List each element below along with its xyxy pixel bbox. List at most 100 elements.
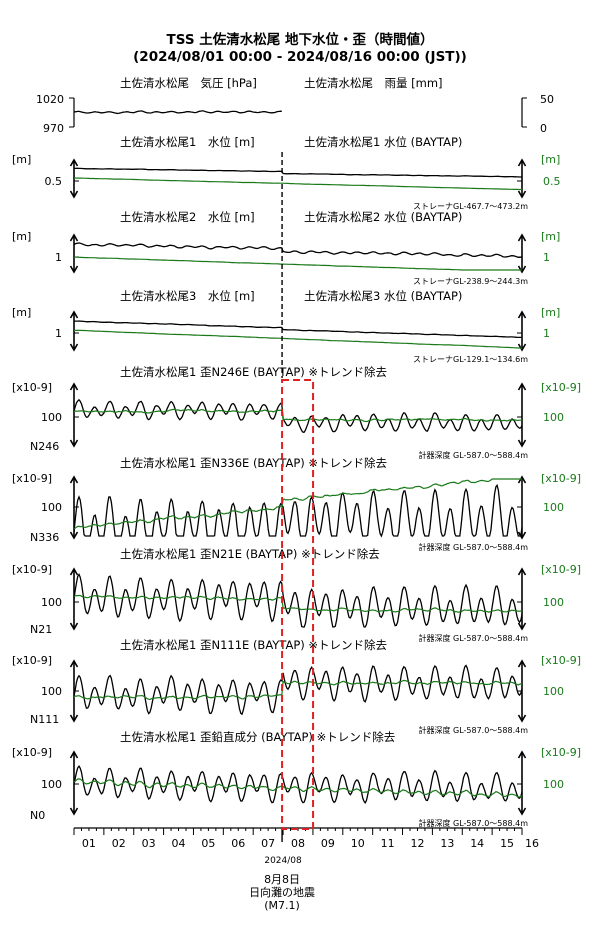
left-arrow-down — [69, 714, 79, 723]
panel-title-left: 土佐清水松尾2 水位 [m] — [120, 210, 255, 224]
panel-strain_N21E: 土佐清水松尾1 歪N21E (BAYTAP) ※トレンド除去 [x10-9] [x1… — [12, 547, 581, 643]
component-label: N246 — [30, 440, 59, 453]
left-arrow-up — [69, 233, 79, 242]
left-arrow-up — [69, 750, 79, 759]
left-unit: [x10-9] — [12, 472, 52, 485]
left-tick-label: 100 — [41, 411, 62, 424]
x-year-month-label: 2024/08 — [264, 856, 302, 866]
panel-title: 土佐清水松尾1 歪鉛直成分 (BAYTAP) ※トレンド除去 — [120, 730, 395, 744]
panel-water2: 土佐清水松尾2 水位 [m] 土佐清水松尾2 水位 (BAYTAP) [m] [m] 1… — [12, 210, 560, 286]
x-tick-label: 08 — [291, 837, 305, 850]
event-magnitude-label: (M7.1) — [264, 899, 300, 912]
x-tick-label: 03 — [142, 837, 156, 850]
series-line — [73, 778, 523, 798]
right-unit: [m] — [541, 153, 560, 166]
left-arrow-down — [69, 343, 79, 352]
left-tick-label: 100 — [41, 685, 62, 698]
x-axis: 01 02 03 04 05 06 07 08 09 10 11 12 13 14 15 16 2024/08 — [73, 827, 539, 866]
right-tick-label: 100 — [543, 778, 564, 791]
panel-pressure_rain: 土佐清水松尾 気圧 [hPa] 土佐清水松尾 雨量 [mm] 1020 50 970 0 — [36, 76, 554, 135]
right-tick-label: 0 — [540, 122, 547, 135]
left-tick-label: 0.5 — [45, 175, 63, 188]
right-unit: [x10-9] — [541, 746, 581, 759]
panel-title-right: 土佐清水松尾 雨量 [mm] — [304, 76, 443, 90]
left-arrow-up — [69, 310, 79, 319]
panel-title-left: 土佐清水松尾 気圧 [hPa] — [120, 76, 257, 90]
panel-title-left: 土佐清水松尾3 水位 [m] — [120, 289, 255, 303]
series-line — [73, 167, 522, 178]
right-arrow-down — [517, 439, 527, 448]
panel-water3: 土佐清水松尾3 水位 [m] 土佐清水松尾3 水位 (BAYTAP) [m] [m] 1… — [12, 289, 560, 364]
right-arrow-down — [517, 531, 527, 540]
event-name-label: 日向灘の地震 — [249, 885, 315, 899]
series-line — [73, 594, 523, 613]
x-tick-label: 06 — [231, 837, 245, 850]
series-line — [73, 329, 522, 349]
series-line — [73, 483, 523, 538]
right-arrow-up — [517, 382, 527, 391]
left-tick-label: 100 — [41, 501, 62, 514]
left-arrow-up — [69, 158, 79, 167]
panel-strain_N246E: 土佐清水松尾1 歪N246E (BAYTAP) ※トレンド除去 [x10-9] [x… — [12, 365, 581, 460]
x-tick-label: 11 — [381, 837, 395, 850]
left-unit: [m] — [12, 306, 31, 319]
x-tick-label: 16 — [525, 837, 539, 850]
depth-note: ストレーナGL-467.7～473.2m — [413, 202, 528, 211]
left-arrow-down — [69, 622, 79, 631]
right-arrow-up — [517, 475, 527, 484]
depth-note: 計器深度 GL-587.0～588.4m — [418, 633, 528, 643]
chart-title: TSS 土佐清水松尾 地下水位・歪（時間値） — [167, 31, 434, 48]
series-line — [73, 398, 523, 433]
right-arrow-down — [517, 714, 527, 723]
left-tick-label: 100 — [41, 596, 62, 609]
panel-title-right: 土佐清水松尾3 水位 (BAYTAP) — [304, 289, 462, 303]
left-arrow-down — [69, 265, 79, 274]
right-arrow-up — [517, 233, 527, 242]
left-arrow-down — [69, 807, 79, 816]
left-arrow-down — [69, 439, 79, 448]
left-tick-label: 970 — [43, 122, 64, 135]
right-unit: [m] — [541, 306, 560, 319]
right-unit: [x10-9] — [541, 563, 581, 576]
panel-title: 土佐清水松尾1 歪N111E (BAYTAP) ※トレンド除去 — [120, 638, 387, 652]
left-unit: [m] — [12, 153, 31, 166]
left-tick-label: 1020 — [36, 93, 64, 106]
right-arrow-down — [517, 622, 527, 631]
series-line — [73, 664, 523, 716]
depth-note: 計器深度 GL-587.0～588.4m — [418, 725, 528, 735]
left-arrow-up — [69, 567, 79, 576]
event-highlight-box — [281, 379, 315, 830]
panel-title: 土佐清水松尾1 歪N21E (BAYTAP) ※トレンド除去 — [120, 547, 380, 561]
left-tick-label: 1 — [55, 327, 62, 340]
depth-note: ストレーナGL-129.1～134.6m — [413, 355, 528, 364]
component-label: N336 — [30, 531, 59, 544]
x-tick-label: 01 — [82, 837, 96, 850]
left-unit: [x10-9] — [12, 654, 52, 667]
right-arrow-down — [517, 807, 527, 816]
right-arrow-up — [517, 158, 527, 167]
x-tick-label: 10 — [351, 837, 365, 850]
x-tick-label: 02 — [112, 837, 126, 850]
depth-note: ストレーナGL-238.9～244.3m — [413, 277, 528, 286]
event-date-label: 8月8日 — [264, 873, 300, 886]
series-line — [73, 478, 522, 529]
left-arrow-down — [69, 190, 79, 199]
left-arrow-up — [69, 382, 79, 391]
series-line — [73, 320, 523, 339]
panel-strain_N336E: 土佐清水松尾1 歪N336E (BAYTAP) ※トレンド除去 [x10-9] [x… — [12, 456, 581, 552]
left-unit: [x10-9] — [12, 381, 52, 394]
left-unit: [x10-9] — [12, 746, 52, 759]
x-tick-label: 07 — [261, 837, 275, 850]
panel-title-right: 土佐清水松尾1 水位 (BAYTAP) — [304, 135, 462, 149]
right-arrow-down — [517, 265, 527, 274]
right-arrow-up — [517, 310, 527, 319]
series-line — [73, 408, 523, 423]
right-unit: [x10-9] — [541, 654, 581, 667]
right-unit: [x10-9] — [541, 472, 581, 485]
right-arrow-up — [517, 750, 527, 759]
depth-note: 計器深度 GL-587.0～588.4m — [418, 450, 528, 460]
x-tick-label: 14 — [470, 837, 484, 850]
left-tick-label: 1 — [55, 251, 62, 264]
